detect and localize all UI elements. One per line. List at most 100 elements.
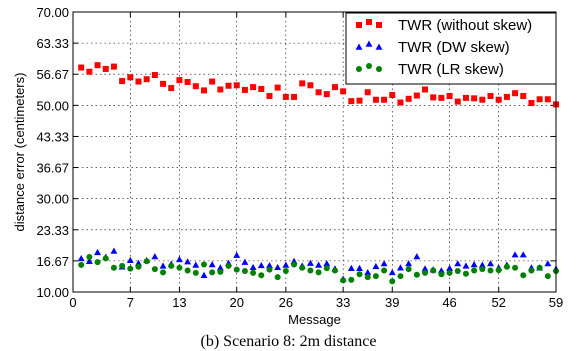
data-point — [528, 100, 535, 106]
data-point — [143, 258, 150, 265]
series-2 — [77, 247, 560, 282]
data-point — [372, 96, 379, 103]
data-point — [487, 267, 494, 274]
data-point — [430, 267, 437, 274]
data-point — [274, 274, 281, 281]
y-tick-label: 43.33 — [36, 129, 69, 144]
y-axis-ticks: 10.00 16.67 23.33 30.00 36.67 43.33 50.00 56.67… — [36, 5, 556, 300]
data-point — [94, 62, 101, 69]
data-point — [438, 94, 445, 101]
data-point — [323, 265, 330, 272]
x-tick-label: 13 — [172, 295, 186, 310]
data-point — [225, 82, 232, 89]
x-tick-label: 46 — [442, 295, 456, 310]
data-point — [315, 261, 323, 268]
data-point — [266, 261, 273, 269]
data-point — [356, 271, 363, 278]
data-point — [119, 78, 126, 85]
data-point — [192, 83, 199, 90]
data-point — [356, 264, 363, 271]
data-point — [209, 78, 216, 85]
data-point — [200, 261, 207, 268]
y-tick-label: 23.33 — [36, 223, 69, 238]
data-point — [446, 269, 453, 276]
legend-label: TWR (without skew) — [398, 17, 532, 34]
data-point — [364, 268, 372, 276]
data-point — [389, 278, 396, 285]
data-point — [422, 86, 429, 93]
data-point — [151, 266, 158, 273]
y-tick-label: 16.67 — [36, 254, 69, 269]
data-point — [225, 262, 232, 269]
data-point — [299, 80, 306, 87]
data-point — [241, 86, 248, 93]
data-point — [520, 93, 527, 99]
data-point — [209, 269, 216, 276]
data-point — [86, 68, 93, 75]
data-point — [78, 261, 85, 268]
y-tick-label: 70.00 — [36, 5, 69, 20]
data-point — [446, 93, 453, 99]
x-tick-label: 33 — [336, 295, 350, 310]
data-point — [331, 84, 338, 91]
series-3 — [78, 254, 559, 285]
data-point — [438, 271, 445, 278]
data-point — [413, 253, 421, 260]
data-point — [405, 260, 413, 267]
data-point — [176, 77, 183, 84]
data-point — [306, 259, 314, 266]
data-point — [512, 264, 519, 271]
data-point — [78, 64, 85, 71]
data-point — [94, 248, 102, 256]
data-point — [512, 90, 519, 97]
data-point — [405, 266, 412, 273]
data-point — [413, 92, 420, 99]
data-point — [241, 258, 249, 265]
data-point — [372, 273, 379, 280]
y-tick-label: 63.33 — [36, 36, 69, 51]
legend-marker — [365, 40, 373, 47]
legend-entry: TWR (DW skew) — [355, 39, 510, 56]
data-point — [348, 276, 355, 283]
legend-marker — [366, 63, 372, 69]
data-point — [381, 96, 388, 103]
data-point — [200, 271, 208, 278]
data-point — [519, 251, 527, 258]
legend-marker — [376, 22, 382, 28]
data-point — [454, 268, 461, 274]
data-point — [430, 94, 437, 101]
data-point — [258, 272, 265, 279]
data-point — [372, 262, 380, 270]
plot-frame — [72, 11, 557, 293]
data-point — [184, 267, 191, 274]
data-point — [364, 274, 371, 281]
data-point — [422, 269, 429, 276]
data-point — [176, 264, 183, 271]
data-point — [110, 247, 118, 254]
data-point — [192, 269, 199, 276]
data-point — [471, 95, 478, 102]
legend-marker — [376, 66, 382, 72]
legend-entry: TWR (LR skew) — [356, 61, 504, 78]
data-point — [454, 260, 462, 267]
x-tick-label: 39 — [385, 295, 399, 310]
data-point — [397, 264, 404, 271]
data-point — [348, 98, 355, 105]
data-point — [282, 268, 289, 274]
data-point — [102, 255, 109, 262]
data-point — [503, 93, 510, 100]
data-point — [135, 78, 142, 85]
data-point — [250, 84, 257, 91]
data-point — [119, 262, 126, 269]
data-point — [168, 262, 175, 269]
data-point — [217, 86, 224, 93]
data-point — [110, 63, 117, 70]
data-point — [487, 93, 494, 99]
x-tick-label: 26 — [279, 295, 293, 310]
data-point — [437, 267, 445, 274]
legend-entry: TWR (without skew) — [356, 17, 532, 34]
data-point — [266, 93, 273, 99]
data-point — [77, 254, 85, 262]
data-points — [77, 62, 560, 285]
